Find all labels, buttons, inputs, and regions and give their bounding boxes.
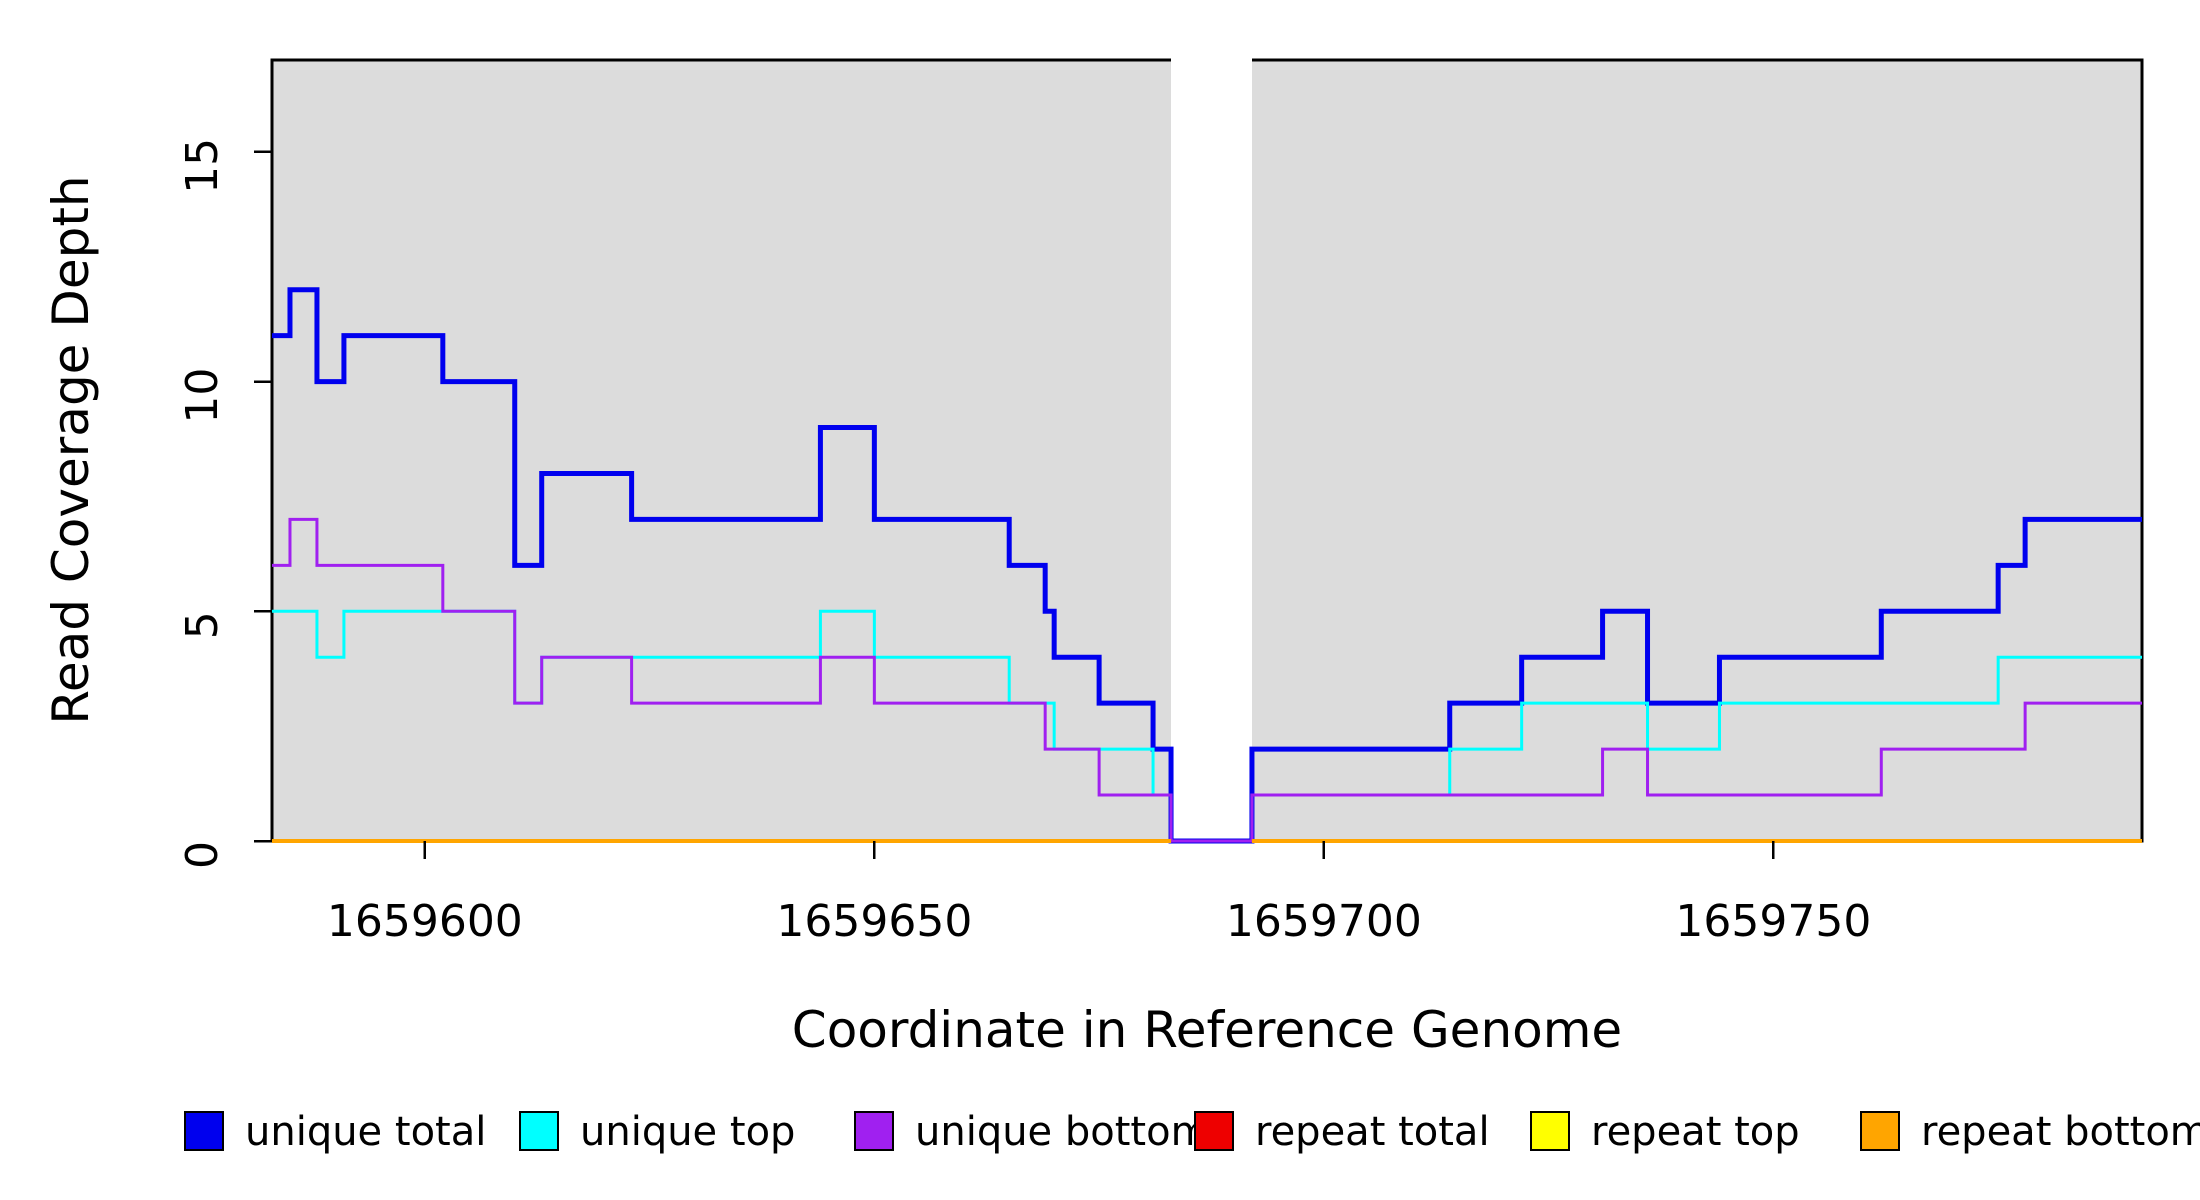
legend-swatch-repeat-total bbox=[1194, 1111, 1234, 1151]
legend-item-unique-total: unique total bbox=[184, 1109, 486, 1155]
y-axis-title: Read Coverage Depth bbox=[42, 175, 100, 724]
legend-label-repeat-total: repeat total bbox=[1255, 1109, 1490, 1155]
legend-swatch-unique-top bbox=[519, 1111, 559, 1151]
axis-ticks bbox=[254, 150, 1775, 859]
legend-label-unique-top: unique top bbox=[580, 1109, 795, 1155]
series-line-unique-total bbox=[272, 287, 2142, 844]
x-axis-title: Coordinate in Reference Genome bbox=[792, 1001, 1622, 1059]
series-line-unique-bottom bbox=[272, 517, 2142, 843]
legend-swatch-unique-total bbox=[184, 1111, 224, 1151]
legend-item-unique-top: unique top bbox=[519, 1109, 795, 1155]
legend-label-repeat-bottom: repeat bottom bbox=[1921, 1109, 2200, 1155]
x-tick-label-1659750: 1659750 bbox=[1675, 896, 1871, 947]
series-lines bbox=[272, 287, 2142, 844]
legend-swatch-repeat-bottom bbox=[1860, 1111, 1900, 1151]
legend-label-unique-bottom: unique bottom bbox=[915, 1109, 1210, 1155]
x-tick-label-1659650: 1659650 bbox=[776, 896, 972, 947]
y-tick-label-15: 15 bbox=[177, 138, 228, 194]
axis-tick-labels: 1659600 1659650 1659700 1659750 0 5 10 15 bbox=[177, 138, 1871, 947]
y-tick-label-10: 10 bbox=[177, 368, 228, 424]
legend-item-repeat-total: repeat total bbox=[1194, 1109, 1490, 1155]
x-tick-label-1659700: 1659700 bbox=[1226, 896, 1422, 947]
legend-label-unique-total: unique total bbox=[245, 1109, 486, 1155]
no-data-gap-band bbox=[1171, 57, 1252, 843]
legend-swatch-repeat-top bbox=[1530, 1111, 1570, 1151]
legend-label-repeat-top: repeat top bbox=[1591, 1109, 1800, 1155]
legend-item-repeat-bottom: repeat bottom bbox=[1860, 1109, 2200, 1155]
x-tick-label-1659600: 1659600 bbox=[327, 896, 523, 947]
y-tick-label-5: 5 bbox=[177, 611, 228, 639]
legend-swatch-unique-bottom bbox=[854, 1111, 894, 1151]
y-tick-label-0: 0 bbox=[177, 841, 228, 869]
legend-item-repeat-top: repeat top bbox=[1530, 1109, 1800, 1155]
legend-item-unique-bottom: unique bottom bbox=[854, 1109, 1210, 1155]
legend: unique total unique top unique bottom repea… bbox=[184, 1109, 2200, 1155]
